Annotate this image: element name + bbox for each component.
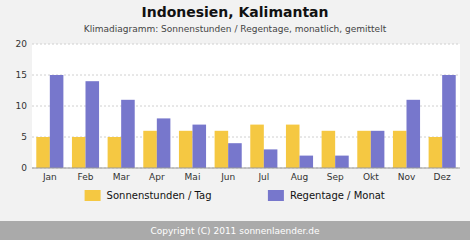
plot-area — [32, 44, 460, 168]
bar — [157, 118, 171, 168]
x-tick-label: Feb — [78, 172, 94, 182]
x-tick-label: Aug — [291, 172, 309, 182]
x-tick-label: Mar — [113, 172, 130, 182]
grid-line — [32, 44, 460, 45]
grid-line — [32, 168, 460, 169]
subtitle: Klimadiagramm: Sonnenstunden / Regentage… — [84, 24, 387, 34]
x-tick-label: Jul — [257, 172, 269, 182]
bar — [407, 100, 421, 168]
bar — [108, 137, 122, 168]
bars — [36, 75, 455, 168]
x-tick-label: Jun — [220, 172, 235, 182]
legend-swatch — [268, 190, 284, 201]
bar — [179, 131, 193, 168]
bar — [371, 131, 385, 168]
y-tick-label: 20 — [16, 39, 28, 49]
chart: Indonesien, Kalimantan Klimadiagramm: Son… — [0, 0, 470, 240]
bar — [36, 137, 50, 168]
background — [0, 0, 470, 240]
bar — [322, 131, 336, 168]
legend-label: Sonnenstunden / Tag — [107, 190, 212, 201]
bar — [193, 125, 207, 168]
bar — [429, 137, 443, 168]
grid-line — [32, 75, 460, 76]
title: Indonesien, Kalimantan — [141, 4, 328, 20]
x-tick-label: Apr — [149, 172, 165, 182]
legend-swatch — [85, 190, 101, 201]
grid — [32, 44, 460, 168]
x-tick-label: Nov — [398, 172, 416, 182]
bar — [300, 156, 314, 168]
bar — [86, 81, 100, 168]
bar — [72, 137, 86, 168]
bar — [335, 156, 349, 168]
copyright-strip — [0, 221, 470, 240]
bar — [264, 149, 278, 168]
copyright: Copyright (C) 2011 sonnenlaender.de — [150, 226, 320, 236]
bar — [286, 125, 300, 168]
y-tick-label: 0 — [21, 163, 27, 173]
y-tick-label: 15 — [16, 70, 27, 80]
bar — [215, 131, 229, 168]
y-tick-label: 10 — [16, 101, 28, 111]
bar — [228, 143, 242, 168]
x-axis-line — [32, 168, 460, 169]
x-tick-label: Dez — [434, 172, 451, 182]
x-tick-label: Mai — [185, 172, 201, 182]
bar — [442, 75, 456, 168]
x-tick-label: Jan — [42, 172, 57, 182]
bar — [357, 131, 371, 168]
x-tick-label: Okt — [363, 172, 379, 182]
bar — [393, 131, 407, 168]
x-tick-label: Sep — [327, 172, 344, 182]
bar — [50, 75, 64, 168]
bar — [143, 131, 157, 168]
legend-label: Regentage / Monat — [290, 190, 385, 201]
legend: Sonnenstunden / Tag Regentage / Monat — [85, 190, 385, 201]
y-tick-label: 5 — [21, 132, 27, 142]
bar — [250, 125, 264, 168]
bar — [121, 100, 135, 168]
